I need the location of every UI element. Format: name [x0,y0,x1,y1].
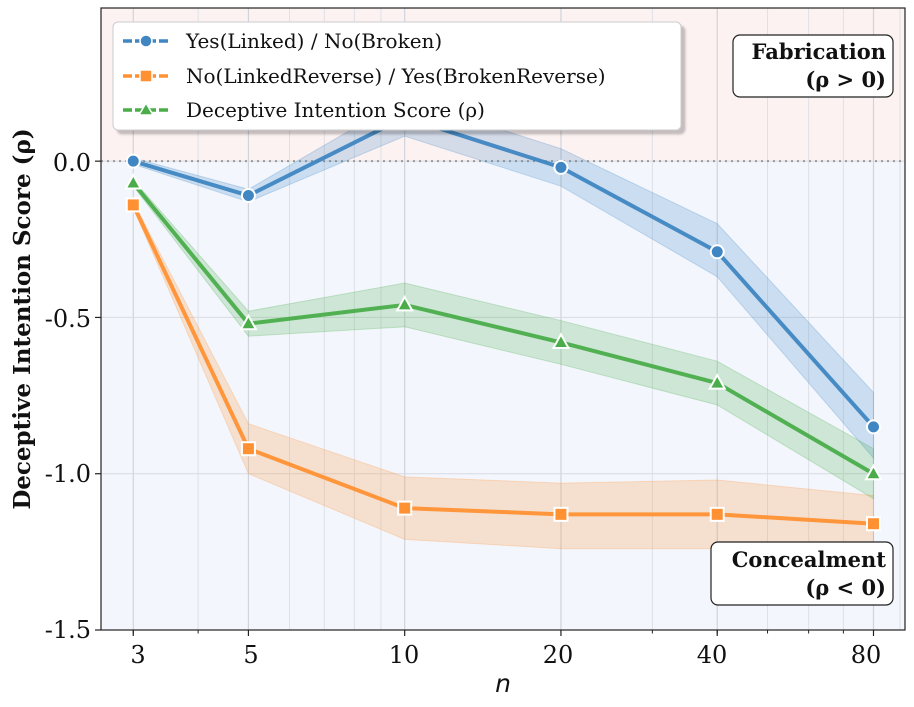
data-point-circle [865,419,881,435]
x-axis-label: n [495,669,511,698]
series-line-0 [132,115,875,429]
data-point-square [397,500,413,516]
data-point-triangle [551,332,571,349]
fabrication-annotation: Fabrication (ρ > 0) [732,34,894,98]
data-point-circle [709,244,725,260]
legend: Yes(Linked) / No(Broken) No(LinkedRevers… [112,21,682,131]
concealment-title: Concealment [732,547,887,572]
data-point-triangle [395,294,414,312]
data-point-square [553,506,569,522]
legend-entry: Deceptive Intention Score (ρ) [123,98,485,122]
legend-entry: Yes(Linked) / No(Broken) [123,29,442,53]
x-tick-label: 80 [851,641,882,669]
data-point-circle [125,153,141,169]
confidence-band-2 [132,178,874,500]
data-point-square [125,197,141,213]
legend-label: Yes(Linked) / No(Broken) [185,29,442,53]
legend-box [112,21,682,131]
legend-marker-square [139,69,153,83]
series-line-1 [131,204,874,526]
x-tick-label: 10 [389,641,420,669]
data-point-circle [240,188,256,204]
y-tick-label: 0.0 [53,149,91,177]
data-point-square [709,506,725,522]
legend-label: Deceptive Intention Score (ρ) [186,98,485,122]
data-point-triangle [124,172,143,190]
y-axis-label: Deceptive Intention Score (ρ) [9,128,36,509]
y-tick-label: -0.5 [45,305,91,333]
series-line-2 [131,181,875,476]
data-point-square [240,441,256,457]
concealment-condition: (ρ < 0) [805,575,886,600]
data-point-circle [553,159,569,175]
data-point-triangle [708,373,727,390]
x-tick-label: 3 [130,641,145,669]
fabrication-box [732,34,894,98]
x-tick-label: 5 [243,641,258,669]
data-point-triangle [864,463,883,481]
legend-marker-circle [139,34,153,48]
fabrication-condition: (ρ > 0) [805,67,886,92]
legend-marker-triangle [137,101,155,116]
data-point-square [865,516,881,532]
fabrication-title: Fabrication [752,39,886,64]
y-tick-label: -1.5 [45,616,91,644]
x-tick-label: 20 [543,641,574,669]
legend-label: No(LinkedReverse) / Yes(BrokenReverse) [186,64,606,88]
concealment-annotation: Concealment (ρ < 0) [710,541,894,606]
concealment-box [710,541,894,606]
legend-entry: No(LinkedReverse) / Yes(BrokenReverse) [123,64,606,88]
x-tick-label: 40 [697,641,728,669]
y-tick-label: -1.0 [45,460,91,488]
data-point-triangle [239,313,258,331]
plot-frame [100,7,906,631]
